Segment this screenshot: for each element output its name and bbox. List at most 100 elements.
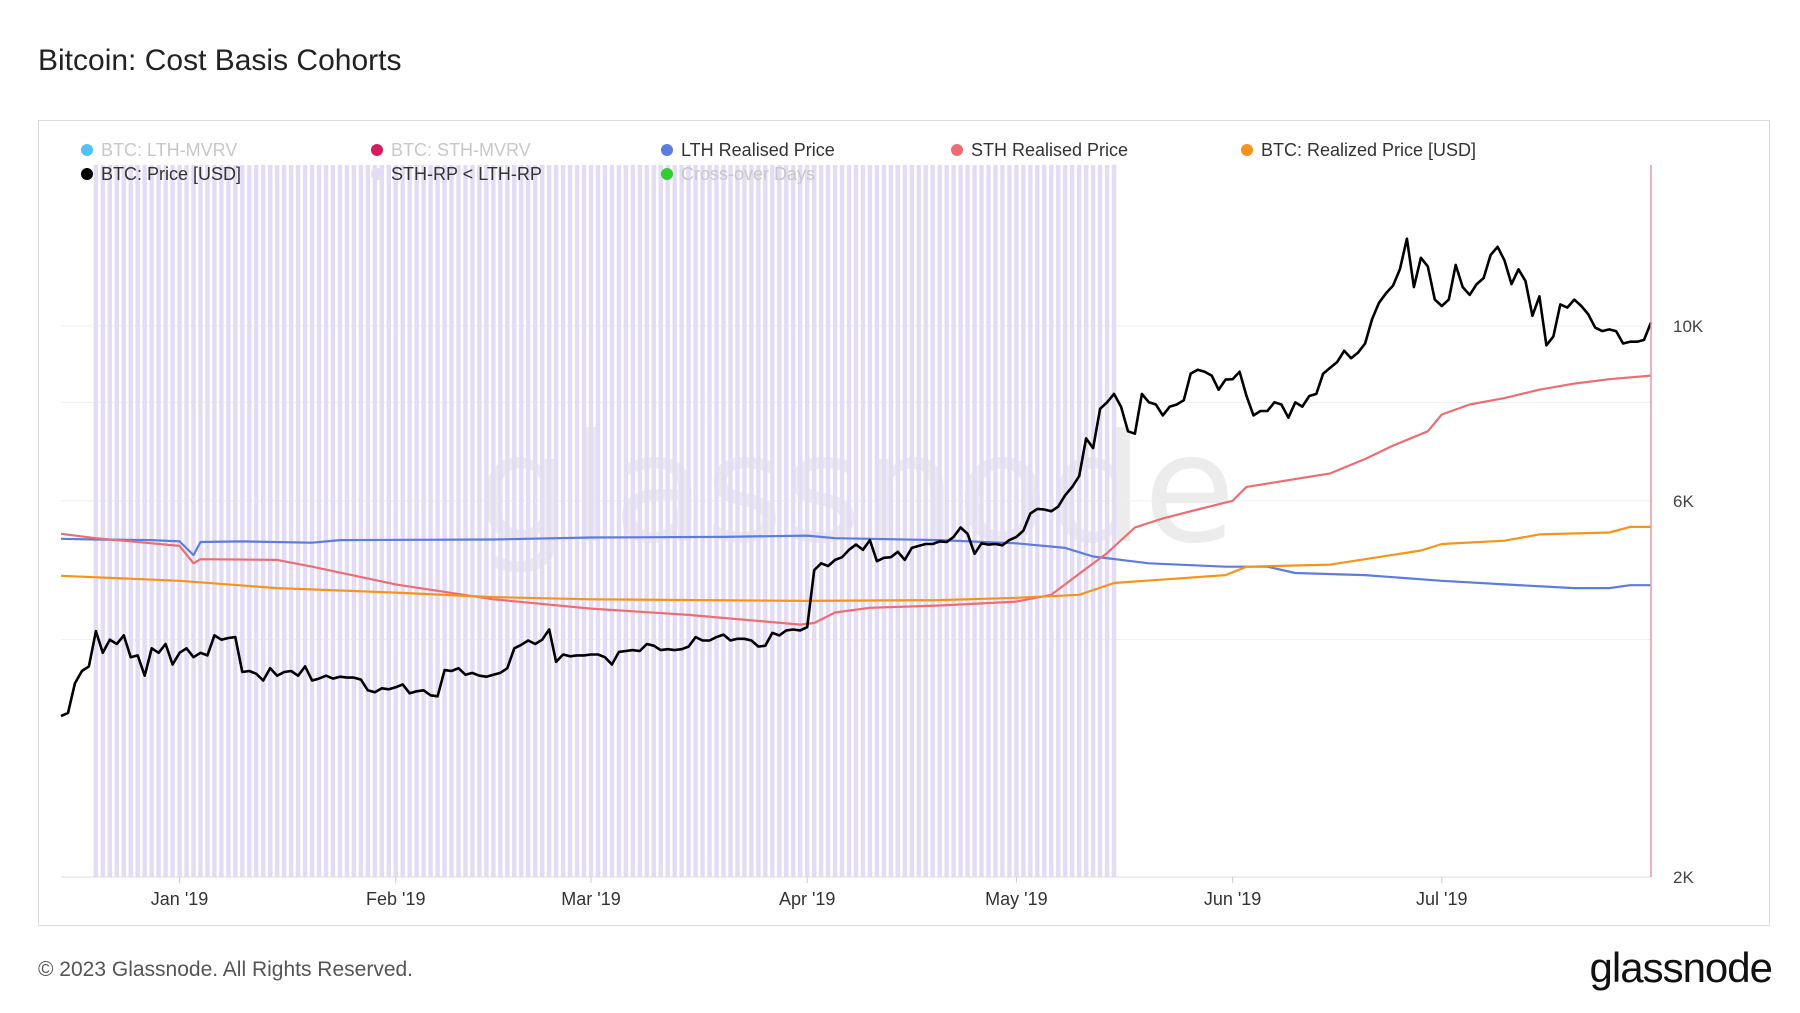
bar [937,165,942,877]
bar [365,165,371,877]
bar [791,165,796,877]
bar [700,165,705,877]
bar [888,165,894,877]
bar [1111,165,1117,877]
bar [637,165,643,877]
bar [825,165,831,877]
bar [470,165,475,877]
bar [477,165,482,877]
bar [1069,165,1075,877]
bar [742,165,747,877]
bar [512,165,517,877]
x-tick-label: May '19 [985,889,1047,909]
x-tick-label: Mar '19 [561,889,620,909]
bar [1083,165,1089,877]
bar [958,165,963,877]
bar [526,165,531,877]
bar [860,165,866,877]
bar [198,165,203,877]
bar [686,165,691,877]
bar [170,165,175,877]
bar [142,165,147,877]
legend-item[interactable]: BTC: STH-MVRV [371,139,661,161]
bar [268,165,273,877]
bar [1007,165,1012,877]
bar [372,165,378,877]
bar [1028,165,1033,877]
series-line-sth-realised-price [60,374,1652,626]
legend-label: BTC: STH-MVRV [391,139,531,160]
series-line-btc-price-usd [60,237,1653,718]
bar [337,165,343,877]
bar [156,165,161,877]
bar [804,165,810,877]
bar [651,165,656,877]
legend-dot-icon [371,144,383,156]
page-title: Bitcoin: Cost Basis Cohorts [38,44,402,77]
bar [100,165,106,877]
legend-item[interactable]: BTC: Price [USD] [81,163,371,185]
bar [560,165,566,877]
bar [288,165,294,877]
glassnode-logo: glassnode [1589,944,1773,991]
bar [972,165,977,877]
bar [623,165,629,877]
bar [107,165,113,877]
legend-dot-icon [81,144,93,156]
legend-label: BTC: Price [USD] [101,163,242,184]
bar [358,165,364,877]
bar [630,165,636,877]
bar [386,165,391,877]
bar [414,165,419,877]
bar [379,165,384,877]
bar [944,165,949,877]
bar [281,165,287,877]
bar [428,165,433,877]
bar [351,165,357,877]
bar [491,165,496,877]
bar [274,165,280,877]
legend-item[interactable]: LTH Realised Price [661,139,951,161]
legend-item[interactable]: Cross-over Days [661,163,951,185]
chart-panel: glassnode Jan '19 Feb '19 Mar '19 Apr '19 May… [38,120,1770,926]
legend-item[interactable]: STH Realised Price [951,139,1241,161]
bar [191,165,196,877]
bar [693,165,698,877]
bar [909,165,914,877]
bar [393,165,398,877]
bar [1049,165,1054,877]
bar [553,165,559,877]
legend-item[interactable]: BTC: Realized Price [USD] [1241,139,1531,161]
bar [818,165,824,877]
bar [993,165,998,877]
bar-series-sth-rp-lt-lth-rp [93,165,1117,877]
bar [323,165,329,877]
y-tick-label: 6K [1673,492,1694,511]
legend-label: STH Realised Price [971,139,1129,160]
bar [1035,165,1040,877]
bar [184,165,189,877]
bar [581,165,587,877]
bar [574,165,580,877]
bar [505,165,510,877]
bar [874,165,880,877]
bar [519,165,524,877]
bar [728,165,733,877]
bar [295,165,301,877]
bar [923,165,928,877]
bar [811,165,817,877]
bar [756,165,761,877]
legend-dot-icon [371,168,383,180]
y-tick-label: 10K [1673,317,1704,336]
legend-item[interactable]: BTC: LTH-MVRV [81,139,371,161]
bar [567,165,573,877]
bar [240,165,245,877]
legend-item[interactable]: STH-RP < LTH-RP [371,163,661,185]
x-tick-label: Jul '19 [1416,889,1467,909]
bar [407,165,412,877]
bar [881,165,887,877]
bar [163,165,168,877]
bar [1076,165,1082,877]
bar [735,165,740,877]
